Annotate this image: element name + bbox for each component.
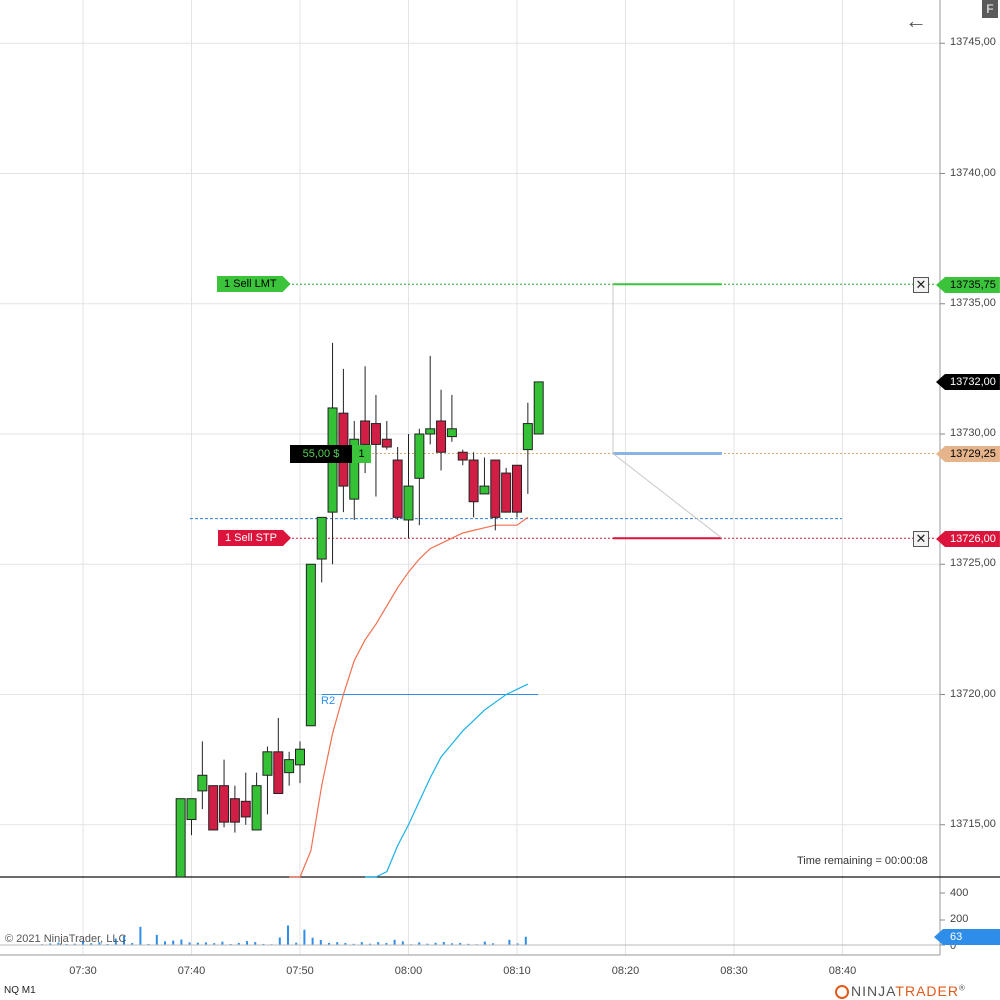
volume-axis-label-200: 200 bbox=[950, 913, 969, 925]
candle-up bbox=[425, 428, 436, 435]
cancel-sell-limit-icon[interactable]: ✕ bbox=[913, 277, 929, 293]
candle-up bbox=[262, 751, 273, 776]
candle-up bbox=[284, 759, 295, 774]
ninja-logo-icon bbox=[835, 985, 849, 999]
candle-down bbox=[436, 420, 447, 453]
time-axis-label: 08:40 bbox=[828, 965, 857, 977]
cyan-line bbox=[365, 683, 529, 878]
sell-stop-order-tag[interactable]: 1 Sell STP bbox=[218, 530, 291, 546]
candle-down bbox=[490, 459, 501, 518]
candle-down bbox=[360, 420, 371, 445]
candle-up bbox=[446, 428, 457, 438]
price-axis-label: 13725,00 bbox=[950, 557, 996, 570]
r2-pivot-label: R2 bbox=[321, 695, 336, 707]
orange-line bbox=[289, 516, 529, 878]
sell-limit-order-tag[interactable]: 1 Sell LMT bbox=[217, 276, 291, 292]
candle-up bbox=[197, 774, 208, 792]
time-axis-label: 08:00 bbox=[394, 965, 423, 977]
position-quantity-label[interactable]: 1 bbox=[352, 445, 371, 463]
entry-price-tag: 13729,25 bbox=[936, 446, 1000, 462]
time-axis-label: 08:20 bbox=[611, 965, 640, 977]
price-axis-label: 13720,00 bbox=[950, 687, 996, 700]
price-axis-label: 13740,00 bbox=[950, 166, 996, 179]
candle-down bbox=[512, 464, 522, 513]
candle-down bbox=[370, 423, 381, 445]
candle-up bbox=[533, 381, 544, 435]
sell-limit-price-tag: 13735,75 bbox=[936, 277, 1000, 293]
candle-up bbox=[349, 438, 360, 500]
position-pnl-label[interactable]: 55,00 $ bbox=[290, 445, 352, 463]
volume-axis-label-400: 400 bbox=[950, 887, 969, 899]
time-axis-label: 08:30 bbox=[720, 965, 748, 977]
ninjatrader-logo: NINJATRADER® bbox=[835, 983, 966, 999]
candle-down bbox=[229, 798, 240, 823]
candle-up bbox=[403, 485, 414, 521]
candle-down bbox=[392, 459, 403, 518]
candle-up bbox=[522, 423, 533, 451]
time-axis-label: 07:30 bbox=[69, 965, 97, 977]
f-button[interactable]: F bbox=[982, 0, 998, 18]
time-remaining-label: Time remaining = 00:00:08 bbox=[797, 855, 928, 867]
candle-down bbox=[208, 785, 219, 831]
price-axis-label: 13735,00 bbox=[950, 296, 996, 309]
price-axis-label: 13730,00 bbox=[950, 427, 996, 439]
risk-reward-connector bbox=[612, 453, 723, 539]
candle-up bbox=[479, 485, 490, 495]
candle-up bbox=[251, 785, 262, 831]
candle-up bbox=[186, 798, 197, 821]
candle-down bbox=[273, 751, 284, 794]
cancel-sell-stop-icon[interactable]: ✕ bbox=[913, 531, 929, 547]
last-price-tag: 13732,00 bbox=[936, 374, 1000, 390]
copyright-text: © 2021 NinjaTrader, LLC bbox=[5, 933, 127, 945]
candle-down bbox=[219, 785, 230, 823]
price-axis-label: 13745,00 bbox=[950, 36, 996, 49]
candle-up bbox=[295, 748, 305, 766]
candle-up bbox=[414, 433, 425, 479]
arrow-left-icon[interactable]: ← bbox=[905, 8, 927, 33]
price-axis-label: 13715,00 bbox=[950, 817, 996, 830]
candle-up bbox=[175, 798, 186, 878]
logo-prefix: NINJA bbox=[851, 983, 896, 999]
volume-axis-label-0: 0 bbox=[950, 940, 957, 952]
time-axis-label: 08:10 bbox=[503, 965, 531, 977]
logo-mark: ® bbox=[958, 983, 966, 993]
volume-last-tag: 63 bbox=[934, 929, 1000, 945]
sell-stop-price-tag: 13726,00 bbox=[936, 531, 1000, 547]
candle-up bbox=[305, 563, 316, 727]
candle-down bbox=[381, 438, 392, 448]
candle-up bbox=[316, 516, 327, 560]
candle-down bbox=[501, 472, 512, 513]
time-axis-label: 07:40 bbox=[177, 965, 206, 977]
candle-down bbox=[240, 800, 251, 818]
time-axis-label: 07:50 bbox=[286, 965, 314, 977]
candle-down bbox=[468, 459, 479, 503]
logo-suffix: TRADER bbox=[895, 983, 959, 999]
instrument-label: NQ M1 bbox=[4, 985, 36, 996]
candle-down bbox=[457, 451, 468, 461]
